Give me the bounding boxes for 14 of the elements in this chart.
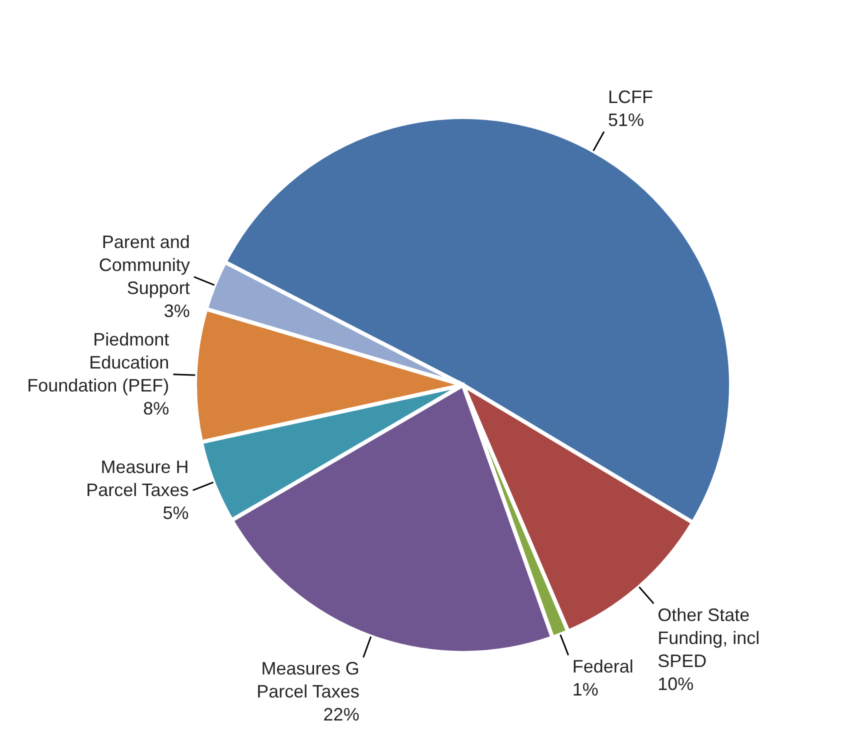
slice-label: Measure H Parcel Taxes [86,457,189,500]
slice-label: Measures G Parcel Taxes [256,658,360,702]
data-label: 8% [143,398,170,419]
data-label: 10% [658,674,694,694]
data-label: 22% [323,704,360,725]
slice-label: LCFF [608,86,654,107]
slice-label: Federal [572,656,634,676]
data-label: 1% [572,679,598,700]
data-label: 51% [608,110,644,130]
slice-label: Other State Funding, incl SPED [658,604,760,671]
data-label: 3% [164,301,190,322]
data-label: 5% [162,503,189,524]
slice-label: Piedmont Education Foundation (PEF) [27,330,170,396]
slice-label: Parent and Community Support [98,232,190,298]
